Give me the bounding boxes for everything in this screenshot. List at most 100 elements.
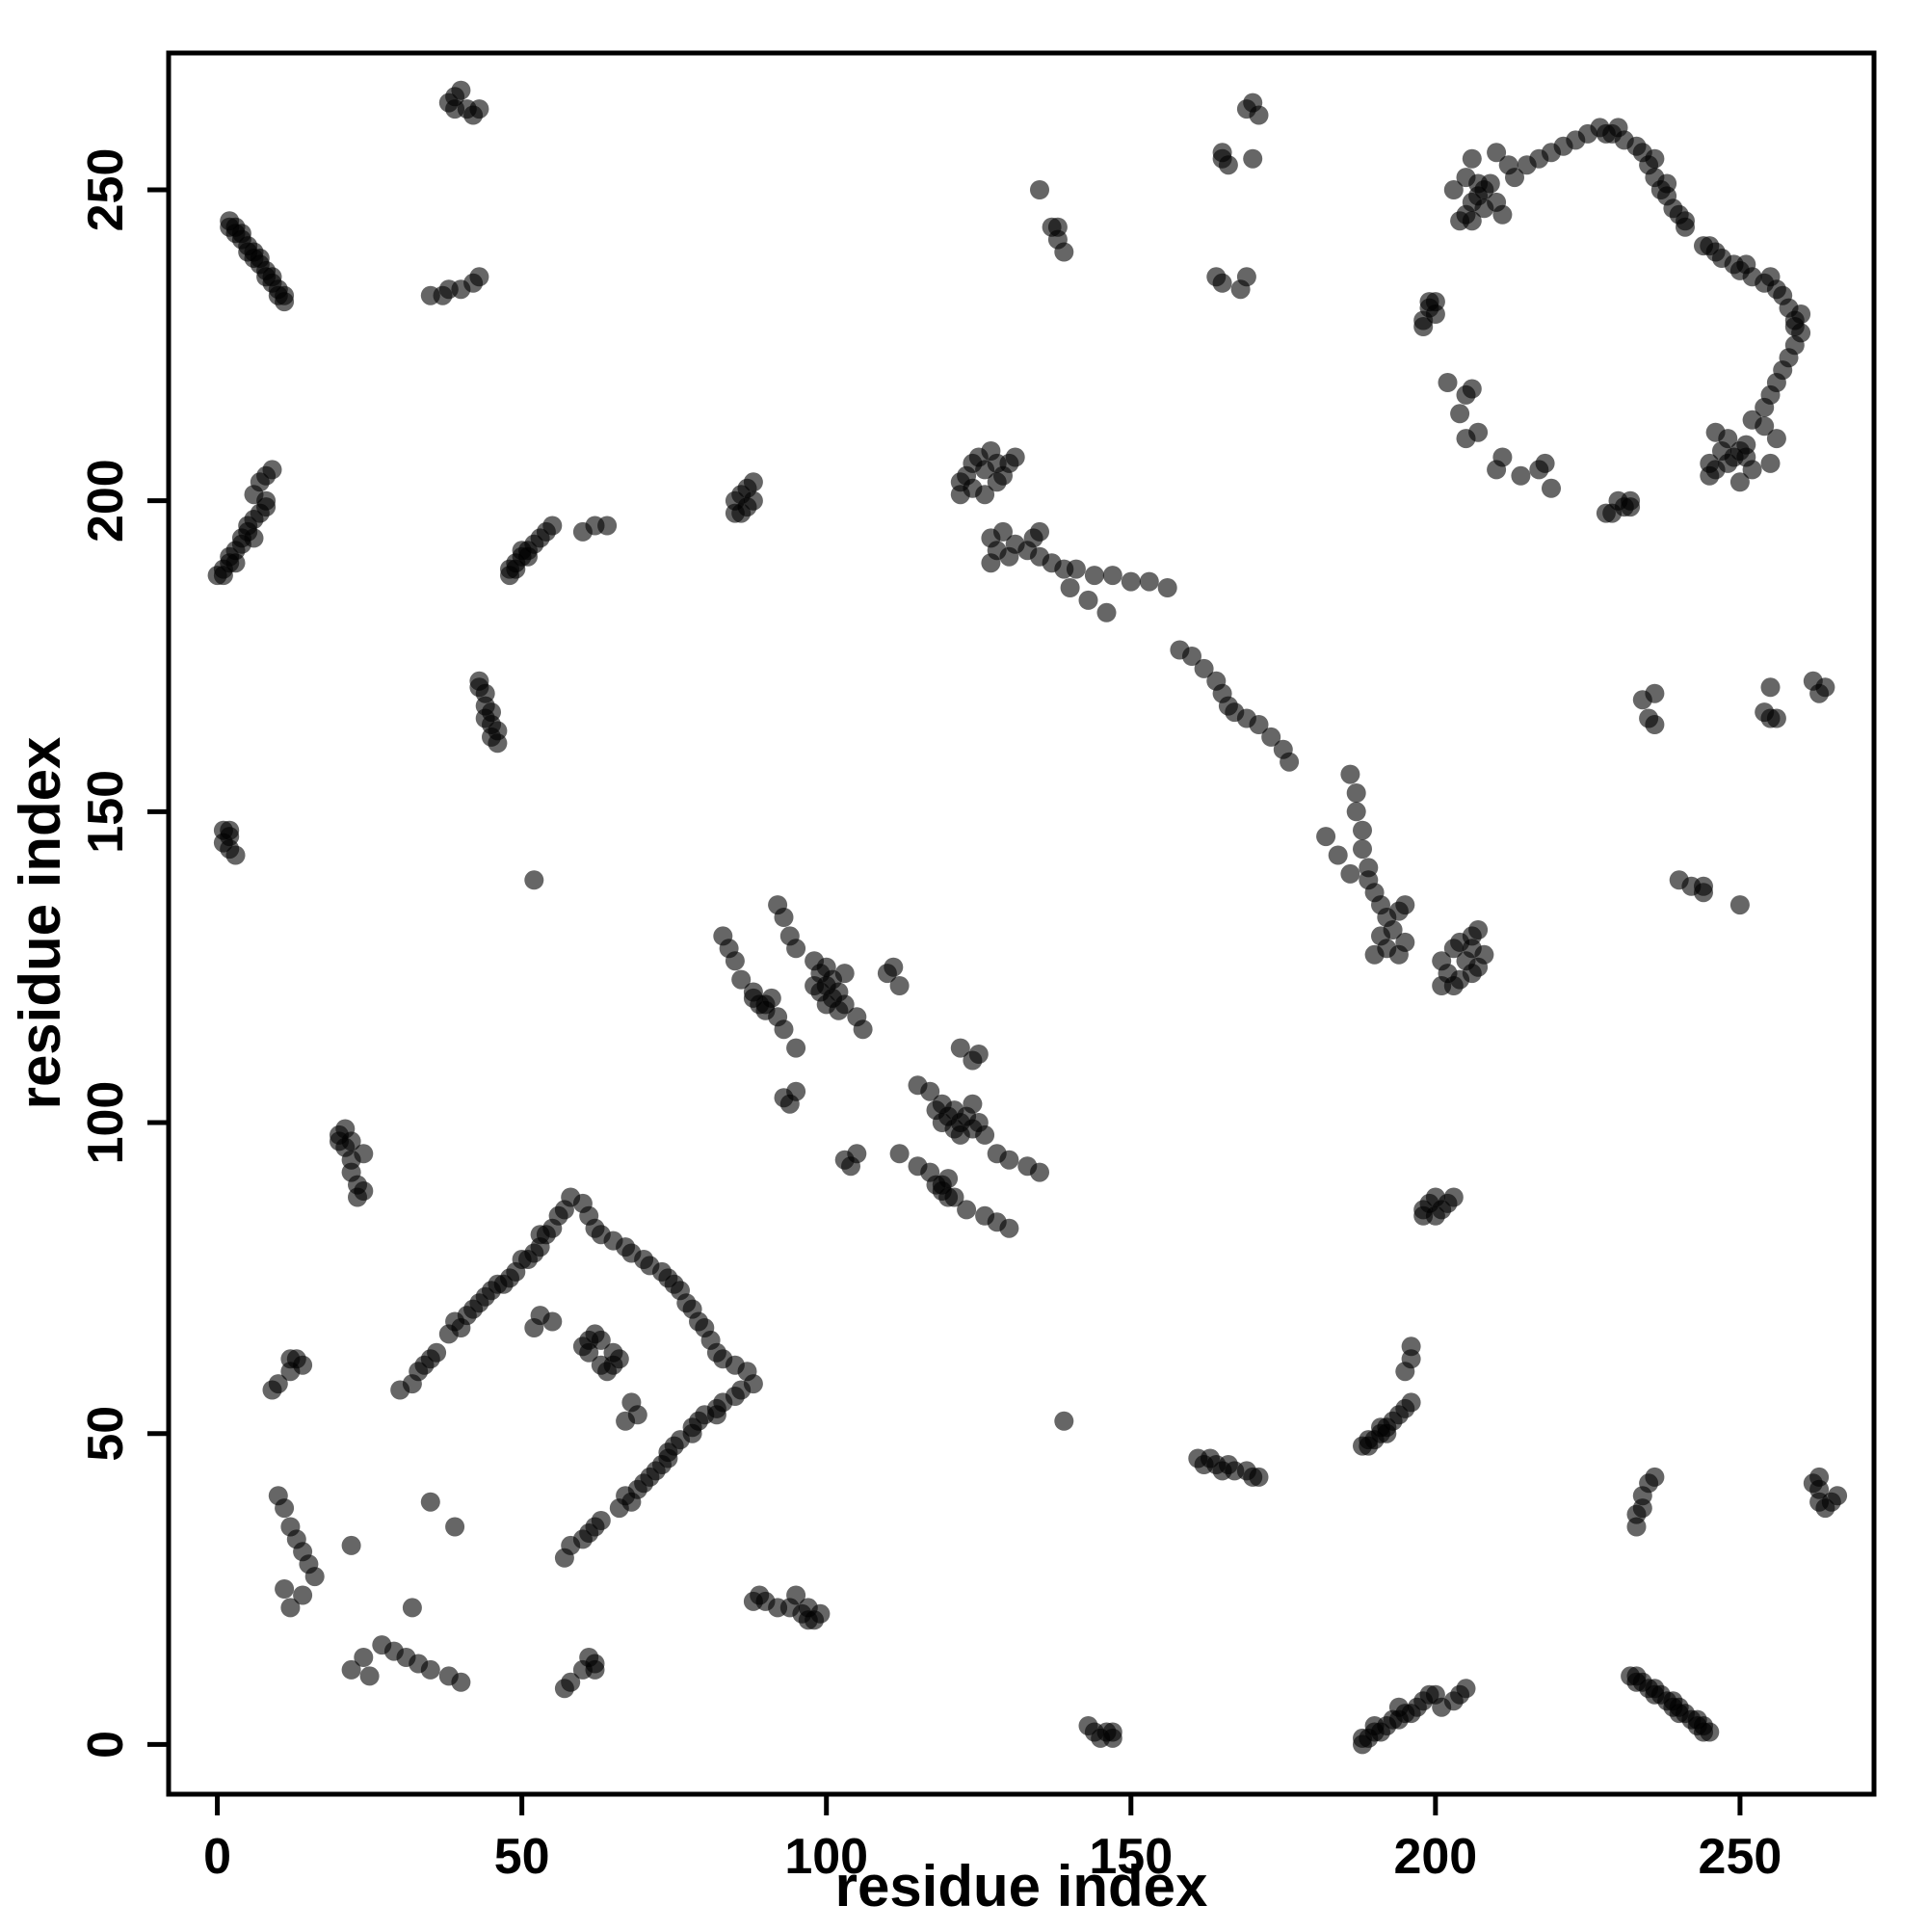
data-point [1096,602,1117,622]
data-point [354,1181,374,1201]
data-point [1218,1455,1238,1474]
data-point [1388,1697,1409,1717]
y-axis-label: residue index [8,737,72,1110]
data-point [591,1511,611,1530]
data-point [1535,453,1555,473]
data-point [1353,839,1372,860]
data-point [1383,920,1403,940]
data-point [957,1200,977,1220]
data-point [1450,404,1470,424]
data-point [1212,273,1232,293]
x-tick-label: 200 [1393,1829,1477,1885]
data-point [743,472,763,492]
data-point [1803,671,1823,691]
data-point [1316,827,1336,847]
data-point [1645,1467,1665,1487]
data-point [1273,739,1293,759]
data-point [1139,571,1159,592]
data-point [1060,578,1080,597]
y-tick-label: 250 [78,148,134,232]
data-point [1030,521,1049,542]
data-point [1828,1486,1848,1506]
data-point [1078,1716,1098,1735]
data-point [1030,180,1049,199]
data-point [1676,211,1695,231]
data-point [761,988,781,1008]
x-axis-ticks: 0 50 100 150 200 250 [203,1794,1782,1885]
data-point [280,1598,301,1618]
data-point [359,1666,380,1686]
data-point [1236,267,1256,287]
y-tick-label: 50 [78,1406,134,1462]
data-point [664,1274,684,1294]
data-point [275,1579,295,1599]
data-point [1249,105,1269,125]
data-point [482,702,501,723]
data-point [963,1094,983,1114]
data-point [1425,1187,1445,1207]
data-point [786,1585,806,1605]
data-point [427,1342,447,1363]
data-point [220,820,240,840]
data-point [561,1672,581,1692]
data-point [786,939,806,959]
data-point [542,516,563,536]
data-point [1492,204,1513,225]
data-point [1102,1722,1122,1742]
data-point [1401,1337,1421,1357]
data-point [889,1144,910,1164]
plot-border [166,50,1877,1797]
data-point [750,1585,770,1605]
data-point [524,870,544,890]
data-point [1359,858,1379,878]
data-point [889,976,910,995]
data-point [1353,820,1372,840]
data-point [1621,490,1641,511]
data-point [469,99,489,119]
data-point [1645,683,1665,703]
data-point [1487,143,1507,163]
data-point [1225,702,1245,723]
data-point [603,1342,623,1363]
data-point [1462,211,1482,231]
data-point [262,460,282,480]
x-tick-label: 0 [203,1829,231,1885]
data-point [1218,155,1238,175]
data-point [1639,708,1659,728]
data-point [1760,267,1781,287]
data-point [938,1169,959,1189]
data-point [341,1535,361,1555]
data-point [1542,478,1561,498]
data-point [950,1038,970,1058]
data-point [884,957,904,977]
data-point [475,683,495,703]
data-point [341,1131,361,1151]
data-point [420,1492,440,1512]
data-point [1438,373,1458,392]
data-point [1066,559,1086,579]
data-point [853,1019,873,1040]
data-point [1054,1411,1074,1431]
data-point [1102,566,1122,586]
data-point [1657,173,1677,194]
data-point [488,721,508,741]
data-point [1121,571,1141,592]
data-point [1700,236,1720,256]
data-point [304,1567,325,1587]
data-point [1760,453,1781,473]
data-point [597,516,618,536]
data-point [993,521,1013,542]
data-point [731,969,752,990]
data-point [1443,1187,1464,1207]
data-point [1729,472,1750,492]
data-point [1755,416,1775,437]
data-point [1468,422,1489,442]
data-point [445,1517,465,1537]
data-point [999,1218,1019,1238]
data-point [1705,422,1726,442]
data-point [834,964,855,984]
data-point [1468,920,1489,940]
y-tick-label: 100 [78,1081,134,1165]
data-point [1669,870,1689,890]
data-point [1736,254,1756,275]
